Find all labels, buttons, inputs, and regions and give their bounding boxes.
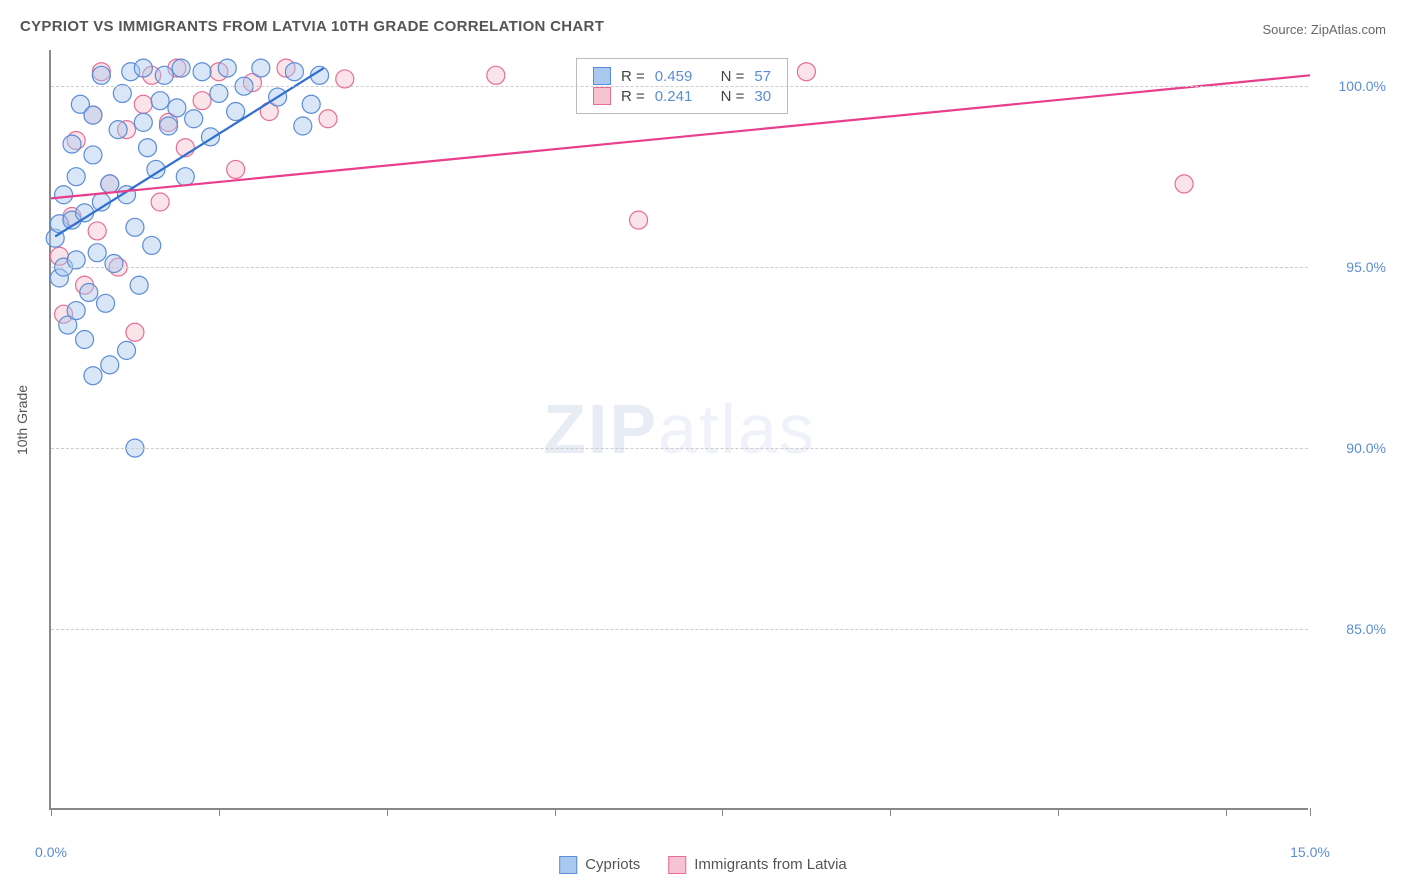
swatch-cypriots xyxy=(593,67,611,85)
data-point xyxy=(101,175,119,193)
data-point xyxy=(285,63,303,81)
data-point xyxy=(109,121,127,139)
y-tick-label: 95.0% xyxy=(1316,259,1386,275)
data-point xyxy=(151,193,169,211)
n-value-latvia: 30 xyxy=(754,88,771,105)
stat-row-latvia: R = 0.241 N = 30 xyxy=(593,87,771,105)
n-label: N = xyxy=(721,88,745,105)
data-point xyxy=(67,302,85,320)
data-point xyxy=(55,186,73,204)
n-value-cypriots: 57 xyxy=(754,68,771,85)
data-point xyxy=(105,255,123,273)
data-point xyxy=(134,95,152,113)
data-point xyxy=(218,59,236,77)
data-point xyxy=(126,323,144,341)
data-point xyxy=(97,294,115,312)
legend-item-cypriots: Cypriots xyxy=(559,856,640,874)
r-label: R = xyxy=(621,68,645,85)
swatch-latvia xyxy=(593,87,611,105)
data-point xyxy=(160,117,178,135)
data-point xyxy=(172,59,190,77)
data-point xyxy=(302,95,320,113)
data-point xyxy=(88,244,106,262)
plot-area: ZIPatlas R = 0.459 N = 57 R = 0.241 N = … xyxy=(49,50,1308,810)
data-point xyxy=(151,92,169,110)
y-axis-label: 10th Grade xyxy=(14,385,30,455)
legend-label-latvia: Immigrants from Latvia xyxy=(694,856,847,873)
data-point xyxy=(176,168,194,186)
legend-item-latvia: Immigrants from Latvia xyxy=(668,856,847,874)
data-point xyxy=(252,59,270,77)
r-value-cypriots: 0.459 xyxy=(655,68,693,85)
data-point xyxy=(84,106,102,124)
legend-bottom: Cypriots Immigrants from Latvia xyxy=(559,856,847,874)
data-point xyxy=(118,341,136,359)
r-label: R = xyxy=(621,88,645,105)
data-point xyxy=(143,236,161,254)
data-point xyxy=(168,99,186,117)
data-point xyxy=(487,66,505,84)
data-point xyxy=(134,113,152,131)
data-point xyxy=(227,103,245,121)
data-point xyxy=(227,160,245,178)
data-point xyxy=(797,63,815,81)
data-point xyxy=(134,59,152,77)
data-point xyxy=(294,117,312,135)
y-tick-label: 90.0% xyxy=(1316,440,1386,456)
chart-title: CYPRIOT VS IMMIGRANTS FROM LATVIA 10TH G… xyxy=(20,18,604,35)
source-attribution: Source: ZipAtlas.com xyxy=(1262,22,1386,37)
data-point xyxy=(101,356,119,374)
plot-svg xyxy=(51,50,1308,808)
x-tick-label: 15.0% xyxy=(1290,844,1330,860)
data-point xyxy=(193,92,211,110)
legend-swatch-latvia xyxy=(668,856,686,874)
data-point xyxy=(193,63,211,81)
n-label: N = xyxy=(721,68,745,85)
data-point xyxy=(155,66,173,84)
y-tick-label: 100.0% xyxy=(1316,78,1386,94)
data-point xyxy=(76,331,94,349)
data-point xyxy=(63,135,81,153)
x-tick-label: 0.0% xyxy=(35,844,67,860)
r-value-latvia: 0.241 xyxy=(655,88,693,105)
data-point xyxy=(84,146,102,164)
y-tick-label: 85.0% xyxy=(1316,621,1386,637)
data-point xyxy=(88,222,106,240)
data-point xyxy=(630,211,648,229)
data-point xyxy=(185,110,203,128)
data-point xyxy=(139,139,157,157)
data-point xyxy=(319,110,337,128)
data-point xyxy=(92,66,110,84)
legend-label-cypriots: Cypriots xyxy=(585,856,640,873)
legend-swatch-cypriots xyxy=(559,856,577,874)
data-point xyxy=(80,283,98,301)
stat-row-cypriots: R = 0.459 N = 57 xyxy=(593,67,771,85)
data-point xyxy=(130,276,148,294)
data-point xyxy=(67,168,85,186)
data-point xyxy=(84,367,102,385)
data-point xyxy=(126,218,144,236)
data-point xyxy=(1175,175,1193,193)
